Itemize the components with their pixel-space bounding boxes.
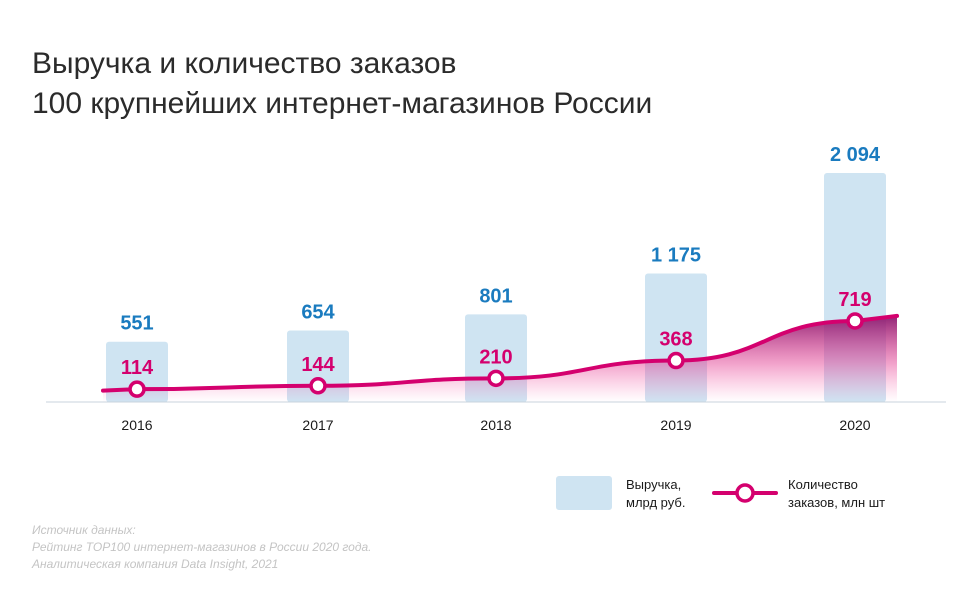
revenue-label-2016: 551 xyxy=(120,313,153,335)
source-line-1: Источник данных: xyxy=(32,523,136,537)
orders-point-2017 xyxy=(309,377,327,395)
x-tick-2018: 2018 xyxy=(480,417,511,433)
orders-point-2018 xyxy=(487,369,505,388)
chart-title-line-2: 100 крупнейших интернет-магазинов России xyxy=(32,87,653,120)
orders-point-2020 xyxy=(846,312,864,330)
revenue-label-2017: 654 xyxy=(301,301,335,323)
source-line-3: Аналитическая компания Data Insight, 202… xyxy=(32,557,279,571)
revenue-label-2020: 2 094 xyxy=(830,144,881,166)
orders-point-2016 xyxy=(128,380,146,398)
orders-label-2017: 144 xyxy=(301,354,335,376)
orders-label-2020: 719 xyxy=(838,289,871,311)
source-note: Источник данных: Рейтинг TOP100 интернет… xyxy=(32,522,371,573)
orders-point-2019 xyxy=(667,351,685,370)
x-tick-2016: 2016 xyxy=(121,417,152,433)
orders-label-2018: 210 xyxy=(479,346,512,368)
orders-label-2019: 368 xyxy=(659,329,692,351)
source-line-2: Рейтинг TOP100 интернет-магазинов в Росс… xyxy=(32,540,372,554)
orders-area xyxy=(103,315,897,402)
legend-revenue-swatch xyxy=(556,476,612,510)
x-tick-2019: 2019 xyxy=(660,417,691,433)
chart-title: Выручка и количество заказов 100 крупней… xyxy=(32,44,652,124)
orders-label-2016: 114 xyxy=(121,357,154,379)
legend-orders-line-2: заказов, млн шт xyxy=(788,495,886,510)
revenue-label-2018: 801 xyxy=(479,285,512,307)
chart-title-line-1: Выручка и количество заказов xyxy=(32,47,457,80)
revenue-bar-2016 xyxy=(106,341,168,402)
legend-revenue-line-2: млрд руб. xyxy=(626,495,686,510)
legend-orders-line-1: Количество xyxy=(788,477,858,492)
x-tick-2017: 2017 xyxy=(302,417,333,433)
x-tick-2020: 2020 xyxy=(839,417,870,433)
legend-orders-label: Количество заказов, млн шт xyxy=(788,476,928,512)
legend-revenue-line-1: Выручка, xyxy=(626,477,682,492)
revenue-label-2019: 1 175 xyxy=(651,245,701,267)
legend-revenue-label: Выручка, млрд руб. xyxy=(626,476,766,512)
legend-orders-marker xyxy=(712,483,778,503)
